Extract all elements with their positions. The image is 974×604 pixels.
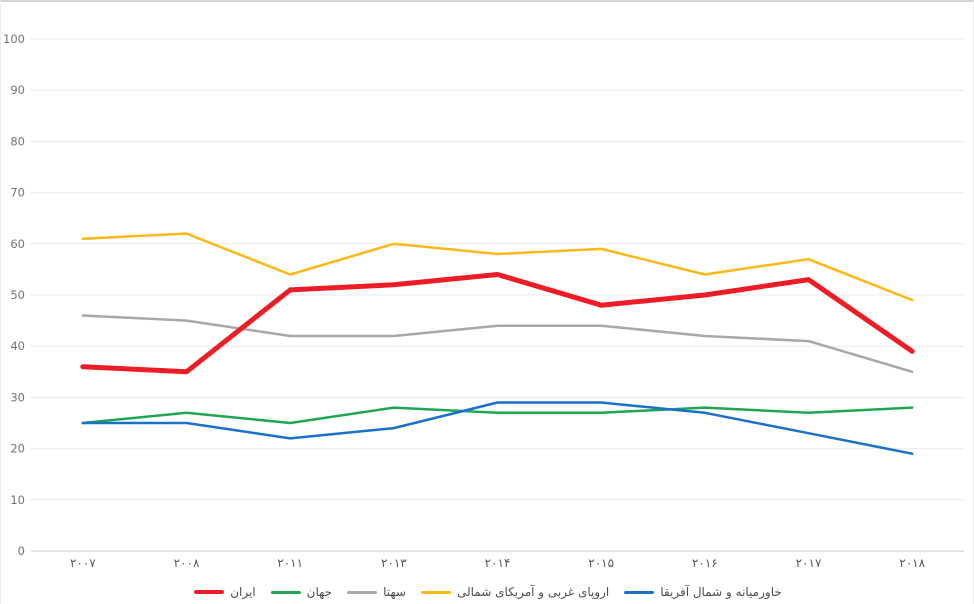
y-axis-label: 70 [10,186,25,200]
legend-item-middle-east-north-africa[interactable]: خاورمیانه و شمال آفریقا [624,584,782,600]
x-axis-label: ۲۰۰۸ [174,556,200,570]
legend-item-sehta[interactable]: سهتا [347,584,406,600]
legend-item-iran[interactable]: ایران [194,584,256,600]
legend-item-western-europe-north-america[interactable]: اروپای غربی و آمریکای شمالی [420,584,610,600]
series-line-middle-east-north-africa [81,401,914,455]
x-axis-label: ۲۰۱۵ [588,556,614,570]
x-axis-label: ۲۰۱۳ [381,556,407,570]
x-axis-label: ۲۰۱۸ [899,556,925,570]
y-axis-label: 90 [10,83,25,97]
legend-swatch-iran [194,590,225,594]
y-axis-label: 10 [10,493,25,507]
x-axis-label: ۲۰۱۷ [796,556,822,570]
plot-area: 0 10 20 30 40 50 60 70 80 90 100 ۲۰۰۷ ۲۰۰۸ ۲۰۱۱ ۲۰۱۳ ۲۰… [3,32,964,570]
legend-label-iran: ایران [230,585,256,599]
y-axis-label: 100 [3,32,25,46]
x-axis-label: ۲۰۱۶ [692,556,718,570]
x-axis-label: ۲۰۱۴ [485,556,511,570]
legend-label-middle-east-north-africa: خاورمیانه و شمال آفریقا [660,585,782,599]
legend-swatch-sehta [347,590,378,594]
legend-swatch-middle-east-north-africa [624,590,655,594]
series-line-world [81,406,914,425]
legend-label-western-europe-north-america: اروپای غربی و آمریکای شمالی [456,585,610,599]
y-axis-label: 40 [10,339,25,353]
y-axis-label: 50 [10,288,25,302]
legend-swatch-world [270,590,301,594]
x-axis-label: ۲۰۰۷ [70,556,96,570]
series-line-iran [80,272,915,375]
y-axis-label: 0 [18,544,25,558]
series-line-sehta [81,314,914,374]
x-axis-label: ۲۰۱۱ [277,556,303,570]
y-axis-label: 60 [10,237,25,251]
legend-swatch-western-europe-north-america [420,590,451,594]
y-axis-label: 30 [10,390,25,404]
legend-label-sehta: سهتا [383,585,406,599]
series-line-western-europe-north-america [81,232,914,302]
legend-label-world: جهان [306,585,333,599]
legend-item-world[interactable]: جهان [270,584,333,600]
chart-legend: ایران جهان سهتا اروپای غربی و آمریکای شمالی… [1,584,974,600]
y-axis-label: 80 [10,134,25,148]
y-axis-label: 20 [10,442,25,456]
